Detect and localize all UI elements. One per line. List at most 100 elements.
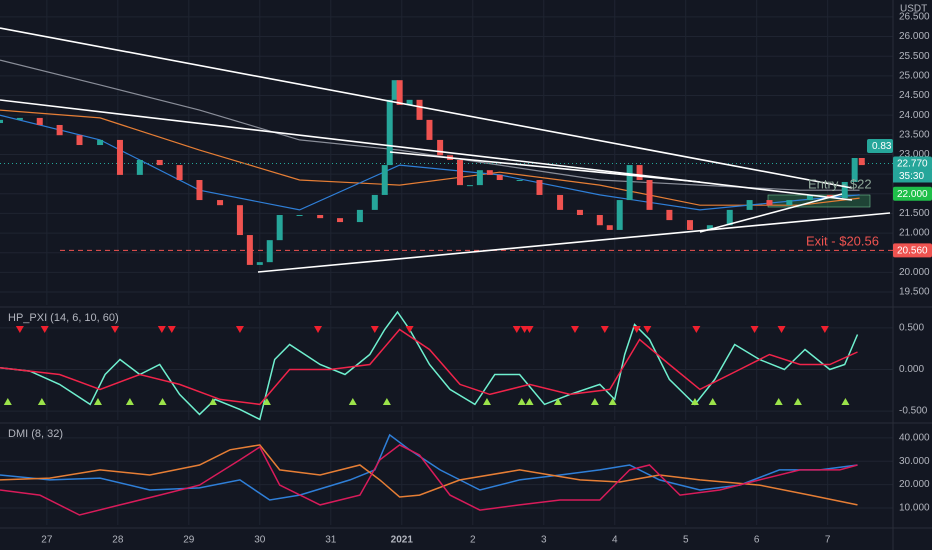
sell-signal [512, 326, 521, 333]
candle [56, 124, 63, 136]
y-tick-label: 25.000 [899, 70, 930, 81]
candle [266, 240, 273, 263]
countdown-bg [893, 169, 932, 183]
countdown: 35:30 [899, 171, 924, 182]
candle [156, 159, 163, 166]
candle [516, 180, 523, 182]
buy-signal [348, 398, 357, 405]
trendline [699, 193, 843, 233]
y-tick-label: 20.000 [899, 479, 930, 490]
x-tick-label: 28 [112, 535, 124, 546]
candle [391, 80, 398, 100]
price-tag-bg [893, 156, 932, 171]
candle [686, 220, 693, 230]
y-tick-label: 26.000 [899, 31, 930, 42]
currency-label: USDT [900, 4, 927, 15]
y-tick-label: 0.500 [899, 322, 924, 333]
candle [636, 165, 643, 181]
sell-signal [525, 326, 534, 333]
sell-signal [643, 326, 652, 333]
price-tag: 22.770 [897, 159, 928, 170]
sell-signal [157, 326, 166, 333]
grid [0, 0, 893, 525]
candle [217, 200, 224, 206]
pane-title: DMI (8, 32) [8, 428, 63, 440]
x-tick-label: 30 [254, 535, 266, 546]
sell-signal [370, 326, 379, 333]
candle [466, 185, 473, 187]
y-tick-label: 0.000 [899, 364, 924, 375]
indicator-line [0, 328, 858, 406]
price-tag-bg [893, 243, 932, 258]
sell-signal [110, 326, 119, 333]
y-tick-label: 10.000 [899, 503, 930, 514]
candle [0, 119, 3, 124]
x-tick-label: 27 [41, 535, 53, 546]
sell-signal [235, 326, 244, 333]
y-tick-label: 19.500 [899, 287, 930, 298]
exit-annotation: Exit - $20.56 [806, 233, 879, 248]
y-tick-label: 26.500 [899, 12, 930, 23]
trendline [389, 151, 701, 183]
candle [36, 117, 43, 125]
price-tag-bg [893, 186, 932, 201]
buy-signal [262, 398, 271, 405]
buy-signal [608, 398, 617, 405]
x-tick-label: 2021 [391, 535, 414, 546]
candle [386, 99, 393, 166]
sell-signal [167, 326, 176, 333]
candle [97, 139, 104, 146]
y-tick-label: 40.000 [899, 433, 930, 444]
buy-signal [208, 398, 217, 405]
indicator-line [0, 433, 858, 501]
buy-signal [774, 398, 783, 405]
candle [851, 158, 858, 182]
buy-signal [590, 398, 599, 405]
candle [416, 99, 423, 120]
candle [437, 139, 444, 156]
candle [176, 165, 183, 181]
buy-signal [841, 398, 850, 405]
buy-signal [482, 398, 491, 405]
y-tick-label: 24.500 [899, 90, 930, 101]
x-tick-label: 4 [612, 535, 618, 546]
trendline [0, 99, 853, 201]
candle [296, 214, 303, 216]
indicator-line [0, 310, 859, 421]
buy-signal [125, 398, 134, 405]
buy-signal [37, 398, 46, 405]
sell-signal [40, 326, 49, 333]
y-tick-label: 30.000 [899, 456, 930, 467]
candle [317, 214, 324, 219]
y-tick-label: 21.000 [899, 228, 930, 239]
candle [16, 117, 23, 120]
y-tick-label: 21.500 [899, 208, 930, 219]
buy-signal [382, 398, 391, 405]
buy-signal [3, 398, 12, 405]
buy-signal [525, 398, 534, 405]
candle [858, 158, 865, 166]
candle [116, 139, 123, 175]
candle [726, 209, 733, 226]
entry-annotation: Entry - $22 [808, 176, 872, 191]
candle [666, 209, 673, 221]
candle [706, 225, 713, 230]
candle [381, 165, 388, 195]
buy-signal [793, 398, 802, 405]
candle [646, 180, 653, 210]
sell-signal [692, 326, 701, 333]
candle [746, 200, 753, 210]
candle [396, 80, 403, 105]
sell-signal [750, 326, 759, 333]
x-tick-label: 31 [325, 535, 337, 546]
candle [476, 170, 483, 186]
candle [236, 205, 243, 236]
candle [256, 262, 263, 265]
candle [786, 200, 793, 206]
indicator-line [0, 444, 858, 516]
candle [496, 174, 503, 181]
candle [596, 214, 603, 226]
candle [426, 119, 433, 140]
